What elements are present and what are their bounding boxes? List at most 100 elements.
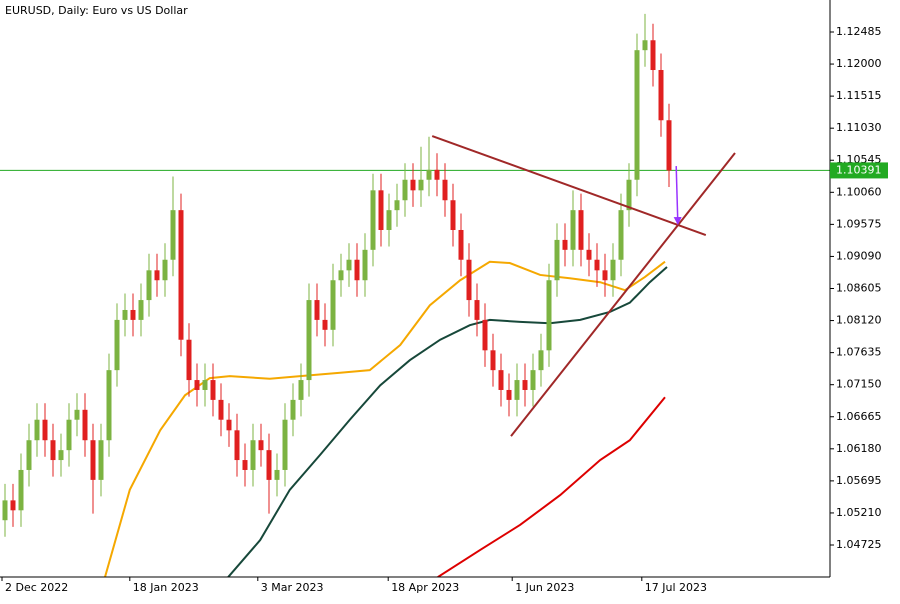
candle-body bbox=[578, 210, 584, 250]
candle-body bbox=[434, 169, 440, 180]
candle-body bbox=[114, 319, 120, 371]
candle-body bbox=[634, 50, 640, 180]
arrow bbox=[673, 166, 682, 226]
y-tick-label: 1.07150 bbox=[836, 378, 882, 391]
x-tick-label: 2 Dec 2022 bbox=[5, 581, 68, 594]
candle-body bbox=[74, 409, 80, 420]
candle-body bbox=[418, 179, 424, 191]
candle-body bbox=[274, 469, 280, 480]
candle-body bbox=[18, 469, 24, 511]
candle-body bbox=[266, 450, 272, 480]
candle-body bbox=[618, 210, 624, 260]
candle-body bbox=[626, 179, 632, 211]
candle-body bbox=[130, 309, 136, 320]
candle-body bbox=[98, 440, 104, 480]
y-tick-label: 1.05210 bbox=[836, 506, 882, 519]
y-tick-label: 1.11030 bbox=[836, 121, 882, 134]
candle-body bbox=[154, 270, 160, 281]
candle-body bbox=[330, 280, 336, 330]
candle-body bbox=[346, 259, 352, 271]
candle-body bbox=[458, 229, 464, 260]
candle-body bbox=[58, 450, 64, 461]
candle-body bbox=[394, 200, 400, 211]
candle-body bbox=[602, 270, 608, 281]
candle-body bbox=[2, 500, 8, 521]
candle-body bbox=[66, 419, 72, 451]
candle-body bbox=[354, 259, 360, 281]
candle-body bbox=[466, 259, 472, 301]
y-tick-label: 1.08605 bbox=[836, 282, 882, 295]
candle-body bbox=[530, 370, 536, 390]
candle-body bbox=[210, 380, 216, 400]
candle-body bbox=[234, 430, 240, 461]
candle-body bbox=[538, 350, 544, 371]
y-tick-label: 1.11515 bbox=[836, 89, 882, 102]
y-tick-label: 1.06180 bbox=[836, 442, 882, 455]
candle-body bbox=[506, 389, 512, 400]
candle-body bbox=[570, 210, 576, 250]
candle-body bbox=[162, 259, 168, 281]
price-label-box bbox=[830, 162, 888, 179]
candle-body bbox=[26, 440, 32, 470]
candle-body bbox=[314, 300, 320, 320]
candle-body bbox=[226, 419, 232, 431]
candle-body bbox=[514, 380, 520, 400]
candle-body bbox=[10, 500, 16, 511]
candle-body bbox=[306, 300, 312, 381]
moving-average bbox=[104, 260, 666, 577]
candle-body bbox=[554, 239, 560, 281]
candle-body bbox=[122, 309, 128, 320]
candle-body bbox=[658, 70, 664, 121]
x-tick-label: 17 Jul 2023 bbox=[645, 581, 707, 594]
y-tick-label: 1.09090 bbox=[836, 249, 882, 262]
candle-body bbox=[522, 380, 528, 390]
y-tick-label: 1.05695 bbox=[836, 474, 882, 487]
chart-title: EURUSD, Daily: Euro vs US Dollar bbox=[5, 4, 188, 17]
candle-body bbox=[378, 190, 384, 230]
y-tick-label: 1.10060 bbox=[836, 185, 882, 198]
candle-body bbox=[290, 399, 296, 420]
moving-average bbox=[437, 396, 666, 577]
candle-body bbox=[170, 210, 176, 260]
candle-body bbox=[242, 460, 248, 470]
candle-body bbox=[586, 249, 592, 260]
candle-body bbox=[546, 280, 552, 351]
plot-area bbox=[0, 13, 830, 577]
candle-body bbox=[186, 339, 192, 381]
candle-body bbox=[426, 169, 432, 180]
price-label: 1.10391 bbox=[836, 163, 882, 176]
trendline bbox=[510, 152, 736, 437]
candle-body bbox=[202, 380, 208, 390]
candle-body bbox=[562, 239, 568, 250]
candle-body bbox=[498, 370, 504, 390]
y-tick-label: 1.07635 bbox=[836, 346, 882, 359]
candle-body bbox=[258, 440, 264, 451]
y-tick-label: 1.04725 bbox=[836, 538, 882, 551]
candle-body bbox=[362, 249, 368, 281]
candle-body bbox=[402, 179, 408, 201]
candle-body bbox=[610, 259, 616, 281]
candle-body bbox=[482, 319, 488, 351]
candle-body bbox=[386, 210, 392, 230]
x-tick-label: 18 Apr 2023 bbox=[391, 581, 459, 594]
candle-body bbox=[594, 259, 600, 271]
candle-body bbox=[642, 40, 648, 51]
candle-body bbox=[282, 419, 288, 470]
candle-body bbox=[442, 179, 448, 201]
candle-body bbox=[106, 370, 112, 441]
candle-body bbox=[666, 120, 672, 171]
candle-body bbox=[490, 350, 496, 371]
candle-body bbox=[338, 270, 344, 281]
candle-body bbox=[218, 399, 224, 420]
y-tick-label: 1.12000 bbox=[836, 57, 882, 70]
x-tick-label: 1 Jun 2023 bbox=[515, 581, 574, 594]
candle-body bbox=[410, 179, 416, 191]
candle-body bbox=[42, 419, 48, 441]
candle-body bbox=[34, 419, 40, 441]
candle-body bbox=[250, 440, 256, 470]
y-tick-label: 1.08120 bbox=[836, 314, 882, 327]
trendline bbox=[431, 135, 707, 237]
candle-body bbox=[82, 409, 88, 441]
